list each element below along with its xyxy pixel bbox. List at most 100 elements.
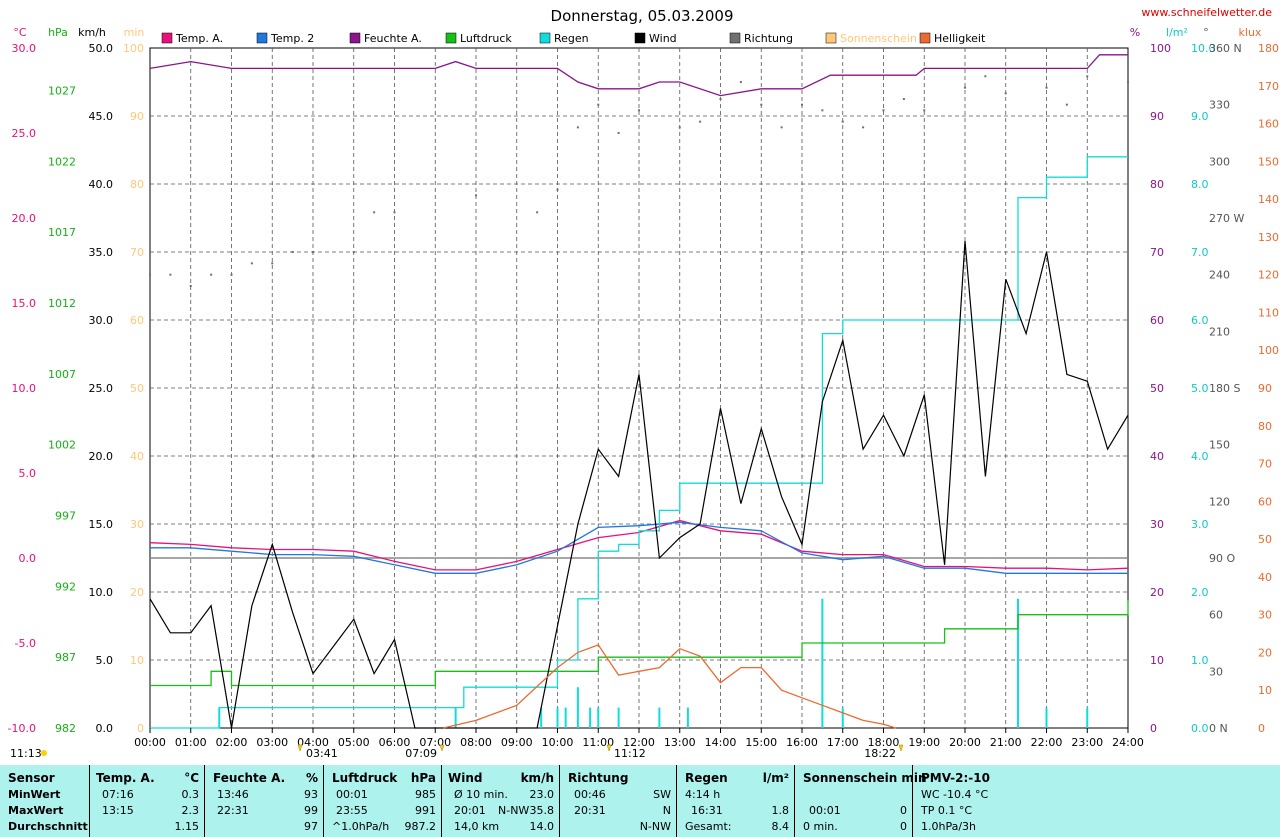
humidity-tick-label: 60 xyxy=(1150,314,1164,327)
stats-direction-avg: N-NW xyxy=(639,820,671,833)
stats-sensor-title: Sensor xyxy=(8,771,55,785)
brightness-tick-label: 120 xyxy=(1258,269,1279,282)
wind-tick-label: 25.0 xyxy=(89,382,114,395)
series-luftdruck-line xyxy=(150,600,1129,687)
rain-tick-label: 2.0 xyxy=(1191,586,1209,599)
rain-tick-label: 1.0 xyxy=(1191,654,1209,667)
direction-point xyxy=(352,251,355,253)
stats-rain-max-val: 1.8 xyxy=(771,804,790,817)
humidity-tick-label: 100 xyxy=(1150,42,1171,55)
humidity-tick-label: 20 xyxy=(1150,586,1164,599)
stats-col-rain: Regen l/m² 4:14 h 16:31 1.8 Gesamt: 8.4 xyxy=(676,765,795,837)
legend-item-label: Sonnenschein xyxy=(840,32,917,45)
temp-tick-label: 30.0 xyxy=(12,42,37,55)
brightness-tick-label: 80 xyxy=(1258,420,1272,433)
humidity-tick-label: 10 xyxy=(1150,654,1164,667)
stats-direction-max-dir: N xyxy=(662,804,671,817)
direction-point xyxy=(291,251,294,253)
rain-tick-label: 0.0 xyxy=(1191,722,1209,735)
stats-pressure-min-val: 985 xyxy=(415,788,436,801)
brightness-tick-label: 40 xyxy=(1258,571,1272,584)
stats-pressure-min-time: 00:01 xyxy=(336,788,368,801)
pressure-tick-label: 982 xyxy=(55,722,76,735)
stats-humidity-title: Feuchte A. xyxy=(213,771,286,785)
x-tick-label: 19:00 xyxy=(908,736,940,749)
legend-item-label: Richtung xyxy=(744,32,793,45)
legend-item-label: Wind xyxy=(649,32,677,45)
direction-point xyxy=(1086,75,1089,78)
sun-icon xyxy=(41,750,47,756)
stats-sunshine-max-time: 00:01 xyxy=(809,804,841,817)
sunshine-tick-label: 80 xyxy=(130,178,144,191)
brightness-tick-label: 90 xyxy=(1258,382,1272,395)
direction-point xyxy=(780,126,783,129)
stats-avg-label: Durchschnitt xyxy=(8,820,88,833)
wind-tick-label: 15.0 xyxy=(89,518,114,531)
direction-point xyxy=(1004,92,1007,95)
site-url[interactable]: www.schneifelwetter.de xyxy=(1141,6,1272,19)
direction-axis-unit: ° xyxy=(1203,26,1209,39)
direction-point xyxy=(1127,81,1129,83)
stats-rain-total-val: 8.4 xyxy=(771,820,790,833)
brightness-tick-label: 70 xyxy=(1258,458,1272,471)
stats-temp-unit: °C xyxy=(184,771,199,785)
wind-tick-label: 45.0 xyxy=(89,110,114,123)
direction-tick-label: 30 xyxy=(1209,665,1223,678)
temp-tick-label: -10.0 xyxy=(8,722,36,735)
temp-tick-label: 10.0 xyxy=(12,382,37,395)
sunshine-tick-label: 70 xyxy=(130,246,144,259)
wind-axis-unit: km/h xyxy=(78,26,106,39)
rain-tick-label: 6.0 xyxy=(1191,314,1209,327)
direction-point xyxy=(862,126,865,129)
series-feuchte-a-line xyxy=(149,54,1128,97)
sunshine-tick-label: 100 xyxy=(123,42,144,55)
direction-point xyxy=(210,273,213,276)
brightness-tick-label: 20 xyxy=(1258,646,1272,659)
stats-pressure-max-val: 991 xyxy=(415,804,436,817)
pressure-tick-label: 987 xyxy=(55,651,76,664)
direction-point xyxy=(576,126,579,129)
x-tick-label: 15:00 xyxy=(745,736,777,749)
stats-wind-avg: 14.0 xyxy=(529,820,555,833)
series-wind-line xyxy=(149,241,1129,729)
temp-tick-label: 0.0 xyxy=(19,552,37,565)
direction-point xyxy=(312,251,314,253)
x-tick-label: 05:00 xyxy=(338,736,370,749)
direction-point xyxy=(923,109,926,112)
temp-tick-label: 5.0 xyxy=(19,467,37,480)
wind-tick-label: 30.0 xyxy=(89,314,114,327)
direction-tick-label: 210 xyxy=(1209,325,1230,338)
direction-tick-label: 150 xyxy=(1209,439,1230,452)
temp-tick-label: 15.0 xyxy=(12,297,37,310)
stats-pressure-avg: 987.2 xyxy=(404,820,437,833)
stats-humidity-unit: % xyxy=(305,771,318,785)
direction-point xyxy=(250,262,253,265)
axes: °C 30.0 25.0 20.0 15.0 10.0 5.0 0.0 -5.0 -10.0 hPa… xyxy=(8,26,1279,735)
direction-tick-label: 0 N xyxy=(1209,722,1228,735)
pressure-tick-label: 1002 xyxy=(48,439,76,452)
rain-tick-label: 10.0 xyxy=(1191,42,1216,55)
stats-temp-avg: 1.15 xyxy=(174,820,200,833)
direction-point xyxy=(739,81,742,83)
direction-tick-label: 330 xyxy=(1209,99,1230,112)
x-tick-label: 06:00 xyxy=(379,736,411,749)
stats-temp-max-val: 2.3 xyxy=(181,804,200,817)
sunrise-arrow-icon xyxy=(439,744,445,752)
pressure-tick-label: 1027 xyxy=(48,85,76,98)
legend-item-label: Feuchte A. xyxy=(364,32,422,45)
brightness-tick-label: 10 xyxy=(1258,684,1272,697)
brightness-axis-unit: klux xyxy=(1239,26,1262,39)
x-tick-label: 14:00 xyxy=(705,736,737,749)
humidity-axis-unit: % xyxy=(1130,26,1140,39)
pressure-axis-unit: hPa xyxy=(48,26,68,39)
legend-item-label: Helligkeit xyxy=(934,32,986,45)
series-regen-line xyxy=(150,156,1128,729)
x-tick-label: 20:00 xyxy=(949,736,981,749)
stats-wind-distance: 14,0 km xyxy=(454,820,500,833)
legend-swatch xyxy=(445,32,457,44)
pressure-tick-label: 1012 xyxy=(48,297,76,310)
brightness-tick-label: 160 xyxy=(1258,118,1279,131)
legend-item-label: Luftdruck xyxy=(460,32,512,45)
stats-col-sunshine: Sonnenschein min 00:01 0 0 min. 0 xyxy=(794,765,927,837)
stats-wind-max-val: 35.8 xyxy=(529,804,555,817)
